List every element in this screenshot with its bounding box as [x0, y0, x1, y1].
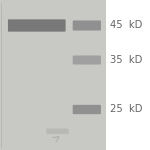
FancyBboxPatch shape: [73, 56, 101, 64]
FancyBboxPatch shape: [8, 19, 66, 32]
FancyBboxPatch shape: [73, 21, 101, 31]
FancyBboxPatch shape: [73, 105, 101, 114]
Text: 25  kD: 25 kD: [110, 105, 142, 114]
Bar: [106, 0, 147, 150]
Text: 35  kD: 35 kD: [110, 55, 142, 65]
Bar: [0, 0, 106, 150]
FancyBboxPatch shape: [46, 128, 69, 134]
Text: 45  kD: 45 kD: [110, 21, 142, 30]
